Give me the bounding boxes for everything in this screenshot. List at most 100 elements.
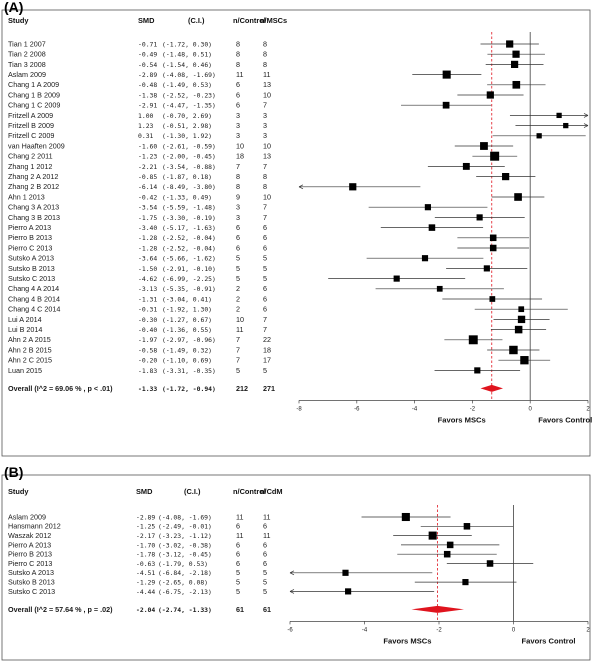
- panel-a-x-tick-label: -8: [296, 406, 302, 412]
- panel-a-study-n-treatment: 17: [263, 356, 271, 365]
- panel-a-study-label: Lui A 2014: [8, 315, 42, 324]
- panel-b-study-label: Pierro B 2013: [8, 550, 52, 559]
- panel-a-study-n-treatment: 8: [263, 50, 267, 59]
- panel-a-study-smd: -3.40: [138, 224, 157, 232]
- panel-a-point-marker: [489, 244, 497, 252]
- panel-a-study-smd: -0.71: [138, 40, 157, 48]
- panel-a-overall-n-treatment: 271: [263, 384, 275, 393]
- panel-b-point-marker: [342, 569, 349, 576]
- panel-a-study-smd: -2.21: [138, 163, 157, 171]
- panel-a-study-n-control: 10: [236, 315, 244, 324]
- panel-b-label: (B): [4, 464, 23, 480]
- panel-a-study-label: Zhang 2 B 2012: [8, 182, 59, 191]
- panel-a-point-marker: [393, 275, 400, 282]
- panel-a-study-n-treatment: 18: [263, 345, 271, 354]
- panel-b-study-n-treatment: 11: [263, 531, 270, 540]
- panel-a-study-label: Chang 4 B 2014: [8, 294, 60, 303]
- panel-a-point-marker: [468, 335, 478, 345]
- panel-a-point-marker: [462, 162, 470, 170]
- panel-a-favors-left: Favors MSCs: [438, 415, 486, 424]
- panel-a-study-label: Chang 4 C 2014: [8, 305, 60, 314]
- panel-a-pooled-diamond: [480, 384, 504, 392]
- panel-a-study-smd: -0.54: [138, 61, 157, 69]
- panel-a-study-ci: (-3.30, -0.19): [162, 214, 216, 222]
- panel-a-study-smd: -3.13: [138, 285, 157, 293]
- panel-b-study-n-control: 5: [236, 587, 240, 596]
- panel-a-study-n-treatment: 13: [263, 80, 271, 89]
- panel-a-study-n-control: 7: [236, 356, 240, 365]
- panel-b-header-n-treatment: n/CdM: [260, 487, 283, 496]
- panel-a-study-ci: (-1.49, 0.53): [162, 81, 212, 89]
- panel-a-study-label: Chang 4 A 2014: [8, 284, 59, 293]
- panel-b-study-n-control: 5: [236, 568, 240, 577]
- panel-b-point-marker: [345, 588, 352, 595]
- panel-a-study-ci: (-1.49, 0.32): [162, 346, 212, 354]
- panel-b-overall-n-treatment: 61: [263, 605, 271, 614]
- panel-b-point-marker: [446, 541, 454, 549]
- panel-a-study-n-control: 3: [236, 121, 240, 130]
- panel-a-study-smd: -1.23: [138, 153, 157, 161]
- panel-b-study-smd: -1.29: [136, 579, 155, 587]
- panel-a-study-ci: (-2.61, -0.59): [162, 142, 216, 150]
- panel-a-point-marker: [480, 142, 488, 150]
- panel-b-study-n-control: 5: [236, 578, 240, 587]
- panel-a-study-smd: -0.58: [138, 346, 157, 354]
- panel-a-study-smd: -1.28: [138, 234, 157, 242]
- panel-a-study-n-treatment: 8: [263, 60, 267, 69]
- panel-a-study-n-treatment: 10: [263, 192, 271, 201]
- panel-b-x-tick-label: -6: [287, 627, 293, 633]
- panel-a-study-ci: (-1.27, 0.67): [162, 316, 212, 324]
- panel-a-study-smd: -0.85: [138, 173, 157, 181]
- panel-a-point-marker: [442, 101, 450, 109]
- panel-b: [1, 474, 591, 661]
- panel-a-study-smd: -1.38: [138, 91, 157, 99]
- panel-b-study-ci: (-3.02, -0.38): [158, 541, 212, 549]
- panel-a-point-marker: [517, 315, 526, 324]
- panel-b-study-label: Sutsko C 2013: [8, 587, 55, 596]
- panel-a-study-n-control: 2: [236, 305, 240, 314]
- panel-a-ci-arrow-right: [583, 123, 589, 128]
- panel-a-study-ci: (-1.48, 0.51): [162, 51, 212, 59]
- panel-a-point-marker: [436, 285, 443, 292]
- panel-a-x-tick-label: -2: [470, 406, 476, 412]
- panel-b-frame: [1, 474, 591, 661]
- panel-a-study-ci: (-2.91, -0.10): [162, 265, 216, 273]
- panel-a-point-marker: [509, 345, 518, 355]
- panel-b-study-smd: -4.51: [136, 569, 155, 577]
- panel-a-point-marker: [563, 122, 569, 129]
- panel-b-header-study: Study: [8, 487, 29, 496]
- panel-b-study-n-treatment: 11: [263, 512, 270, 521]
- panel-a-point-marker: [514, 193, 522, 201]
- panel-a-study-ci: (-0.51, 2.98): [162, 122, 212, 130]
- panel-a-study-n-control: 3: [236, 203, 240, 212]
- panel-a-ci-arrow-left: [298, 184, 304, 190]
- panel-b-overall-label: Overall (I^2 = 57.64 % , p = .02): [8, 605, 113, 614]
- panel-a-study-label: Pierro B 2013: [8, 233, 52, 242]
- panel-a-study-n-control: 11: [236, 325, 243, 334]
- panel-b-study-n-treatment: 5: [263, 587, 267, 596]
- panel-b-study-smd: -4.44: [136, 588, 155, 596]
- panel-a-study-n-control: 2: [236, 294, 240, 303]
- panel-a-study-n-control: 7: [236, 162, 240, 171]
- panel-a-overall-smd: -1.33: [138, 385, 157, 393]
- panel-b-study-n-treatment: 6: [263, 550, 267, 559]
- panel-a-study-n-treatment: 7: [263, 101, 267, 110]
- panel-b-study-n-treatment: 6: [263, 522, 267, 531]
- panel-a-study-ci: (-1.92, 1.30): [162, 306, 212, 314]
- panel-a-study-n-treatment: 10: [263, 141, 271, 150]
- panel-a-study-n-treatment: 11: [263, 70, 270, 79]
- panel-b-overall-n-control: 61: [236, 605, 244, 614]
- panel-b-study-label: Sutsko B 2013: [8, 578, 55, 587]
- panel-a-point-marker: [489, 296, 496, 302]
- panel-b-study-smd: -1.70: [136, 541, 155, 549]
- panel-a-study-ci: (-3.04, 0.41): [162, 295, 212, 303]
- panel-a-study-ci: (-2.52, -0.04): [162, 234, 216, 242]
- panel-a-study-ci: (-5.17, -1.63): [162, 224, 216, 232]
- panel-a-study-label: Fritzell C 2009: [8, 131, 54, 140]
- panel-a-overall-label: Overall (I^2 = 69.06 % , p < .01): [8, 384, 113, 393]
- panel-a-study-smd: -0.49: [138, 51, 157, 59]
- panel-a-study-smd: -1.83: [138, 367, 157, 375]
- panel-a-study-n-control: 6: [236, 223, 240, 232]
- panel-b-study-n-treatment: 5: [263, 578, 267, 587]
